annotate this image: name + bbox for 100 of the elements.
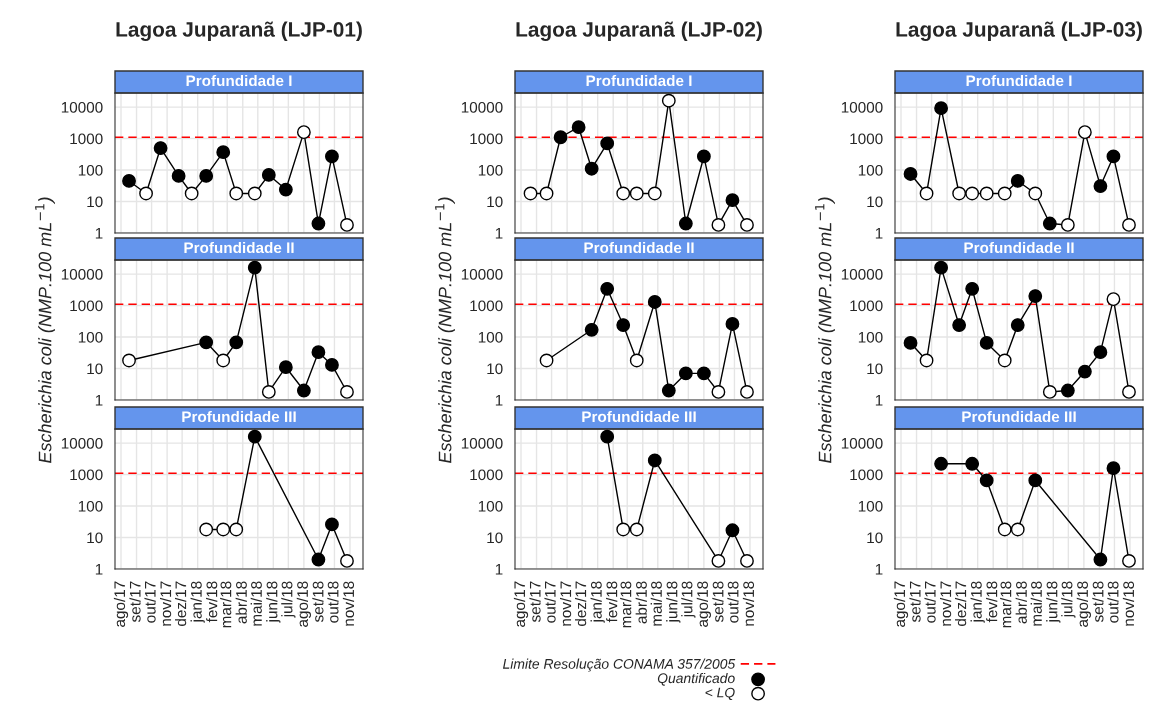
point [647,453,662,468]
point [1106,461,1121,476]
point [1077,364,1092,379]
point [247,429,262,444]
legend-label: < LQ [705,687,735,700]
legend-label: Quantificado [657,672,735,686]
point [1010,318,1025,332]
point [711,218,726,232]
point [229,186,244,201]
y-axis-title: Escherichia coli (NMP.100 mL$^{−1}$) [815,197,835,464]
y-tick-label: 10 [487,196,503,208]
x-tick-label: mar/18 [220,581,232,628]
y-tick-label: 1 [875,395,883,406]
x-tick-label: dez/17 [955,581,967,627]
point [979,186,994,201]
x-tick-label: mai/18 [250,581,262,626]
chart-subtitle: Profundidade II [184,241,294,254]
x-tick-label: jan/18 [190,581,205,623]
point [216,522,231,537]
chart-title: Lagoa Juparanã (LJP-02) [516,21,762,41]
x-tick-label: jan/18 [590,581,605,623]
y-tick-label: 100 [858,500,883,512]
y-tick-label: 1 [495,395,503,406]
x-tick-label: jul/18 [1061,581,1076,618]
point [216,145,231,160]
x-tick-label: nov/18 [1122,581,1135,626]
point [629,186,644,201]
y-tick-label: 100 [858,331,883,343]
point [1122,218,1136,232]
point [1093,345,1108,360]
y-tick-label: 100 [78,500,103,512]
point [616,318,631,332]
y-tick-label: 10000 [61,268,103,280]
chart-subtitle: Profundidade III [182,410,296,423]
point [340,554,354,568]
y-tick-label: 1 [875,564,883,575]
point [247,260,262,275]
point [184,186,199,201]
point [952,318,967,332]
point [661,93,676,108]
point [696,366,711,381]
point [325,358,339,372]
point [199,522,214,537]
chart-subtitle: Profundidade I [186,74,292,87]
point [1010,522,1025,537]
point [171,169,186,183]
point [903,167,918,181]
point [523,186,538,201]
y-tick-label: 10 [487,363,503,375]
chart-title: Lagoa Juparanã (LJP-03) [896,21,1142,41]
point [725,193,740,208]
y-tick-label: 100 [78,331,103,343]
point [979,473,994,488]
legend-label: Limite Resolução CONAMA 357/2005 [502,658,736,672]
x-tick-label: ago/17 [113,581,129,627]
point [553,130,568,145]
point [616,186,631,201]
x-tick-label: mai/18 [650,581,662,626]
x-tick-label: nov/18 [342,581,355,626]
y-tick-label: 100 [478,164,503,176]
chart-subtitle: Profundidade II [964,241,1074,254]
y-tick-label: 10 [867,532,883,544]
point [600,429,615,444]
x-tick-label: out/17 [544,581,556,623]
x-tick-label: set/17 [529,581,541,622]
x-tick-label: jan/18 [970,581,985,623]
x-tick-label: dez/17 [175,581,187,627]
point [629,353,644,368]
y-tick-label: 1 [95,228,103,239]
x-tick-label: out/17 [924,581,936,623]
x-tick-label: fev/18 [986,581,998,623]
chart-subtitle: Profundidade III [962,410,1076,423]
point [740,554,754,568]
point [539,353,554,368]
point [1093,552,1108,567]
x-tick-label: ago/17 [893,581,909,627]
y-tick-label: 1 [875,228,883,239]
point [997,522,1012,537]
y-tick-label: 1000 [70,133,103,145]
x-tick-label: set/18 [1092,581,1104,622]
point [934,101,948,116]
y-tick-label: 10 [87,363,103,375]
point [678,216,693,231]
point [711,385,726,399]
y-tick-label: 10000 [841,101,883,113]
point [919,353,934,368]
y-tick-label: 1000 [70,300,103,312]
x-tick-label: mai/18 [1030,581,1042,626]
x-tick-label: abr/18 [635,581,647,624]
y-tick-label: 1 [495,228,503,239]
point [725,523,740,538]
point [325,149,339,164]
x-tick-label: ago/18 [1076,581,1091,627]
point [1106,149,1121,164]
y-tick-label: 1000 [470,300,503,312]
y-tick-label: 10000 [461,268,503,280]
x-tick-label: ago/18 [696,581,711,627]
point [311,552,326,567]
x-tick-label: set/18 [312,581,324,622]
y-tick-label: 100 [478,331,503,343]
